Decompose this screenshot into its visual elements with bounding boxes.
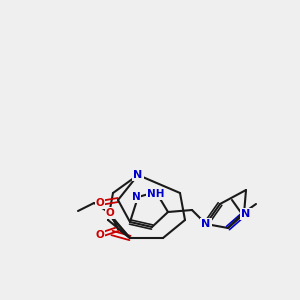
Text: N: N: [242, 209, 250, 219]
Text: NH: NH: [147, 189, 165, 199]
Text: N: N: [201, 219, 211, 229]
Text: N: N: [134, 170, 142, 180]
Text: O: O: [106, 208, 114, 218]
Text: O: O: [96, 198, 104, 208]
Text: N: N: [132, 192, 140, 202]
Text: O: O: [96, 230, 104, 240]
